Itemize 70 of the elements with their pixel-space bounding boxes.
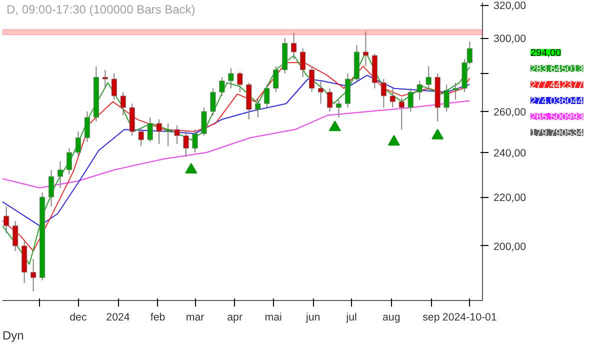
candlestick <box>165 122 171 147</box>
x-tick-label: feb <box>150 312 166 324</box>
y-tick-label: 300,00 <box>494 33 526 46</box>
candlestick <box>300 48 306 78</box>
x-tick-label: jun <box>304 312 320 324</box>
candlestick <box>452 82 458 100</box>
candlestick <box>4 206 10 234</box>
x-tick-label: aug <box>382 312 400 324</box>
x-tick-label: mar <box>186 312 205 324</box>
candlestick <box>255 97 261 118</box>
candlestick <box>147 116 153 142</box>
text: 283,645013 <box>530 64 584 75</box>
line-series <box>2 74 470 226</box>
candlestick <box>201 107 207 136</box>
candlestick <box>183 131 189 158</box>
x-tick-label: 2024-10-01 <box>442 312 497 324</box>
x-tick-label: mai <box>264 312 282 324</box>
candlestick <box>138 126 144 147</box>
x-tick-label: 2024 <box>106 312 130 324</box>
candlestick <box>192 129 198 153</box>
candlestick <box>228 68 234 89</box>
candlestick <box>66 148 72 175</box>
candlestick <box>380 78 386 108</box>
candlestick <box>12 220 18 252</box>
candlestick <box>390 88 396 108</box>
point <box>185 163 198 174</box>
candlestick <box>174 124 180 145</box>
candlestick <box>156 118 162 145</box>
candlestick <box>219 76 225 96</box>
candlestick <box>318 80 324 104</box>
candlestick <box>111 72 117 100</box>
text: Dyn <box>2 328 24 342</box>
candlestick <box>398 97 404 130</box>
candlestick <box>273 66 279 93</box>
x-tick-label: apr <box>227 312 243 324</box>
y-tick-label: 240,00 <box>494 147 526 160</box>
candlestick <box>120 92 126 116</box>
candlestick <box>416 80 422 100</box>
y-tick-label: 260,00 <box>494 106 526 118</box>
candlestick <box>210 88 216 116</box>
x-tick-label: sep <box>422 312 440 324</box>
candlestick <box>264 84 270 108</box>
y-tick-label: 320,00 <box>494 0 526 12</box>
text: 277,442377 <box>530 80 584 91</box>
point <box>432 128 444 140</box>
text: 179,790534 <box>530 128 584 139</box>
y-tick-label: 200,00 <box>494 240 526 253</box>
candlestick <box>308 66 315 93</box>
chart-title: D, 09:00-17:30 (100000 Bars Back) <box>6 2 196 16</box>
candlestick <box>444 84 450 112</box>
candlestick <box>102 69 108 89</box>
candlestick <box>408 88 414 112</box>
x-tick-label: jul <box>345 312 357 324</box>
y-tick-label: 220,00 <box>494 192 526 204</box>
candlestick <box>237 71 243 93</box>
candlestick <box>426 66 432 93</box>
text: 265,500993 <box>530 112 584 123</box>
candlestick <box>362 30 369 67</box>
candlestick <box>291 32 297 60</box>
text: 274,036044 <box>530 96 584 107</box>
point <box>328 120 341 132</box>
candlestick <box>336 99 342 118</box>
candlestick <box>57 160 64 188</box>
point <box>388 135 400 146</box>
candlestick <box>84 110 90 142</box>
candlestick <box>30 258 36 292</box>
x-tick-label: dec <box>70 312 88 324</box>
candlestick <box>75 131 82 158</box>
candlestick <box>48 169 54 207</box>
candlestick <box>326 88 333 112</box>
